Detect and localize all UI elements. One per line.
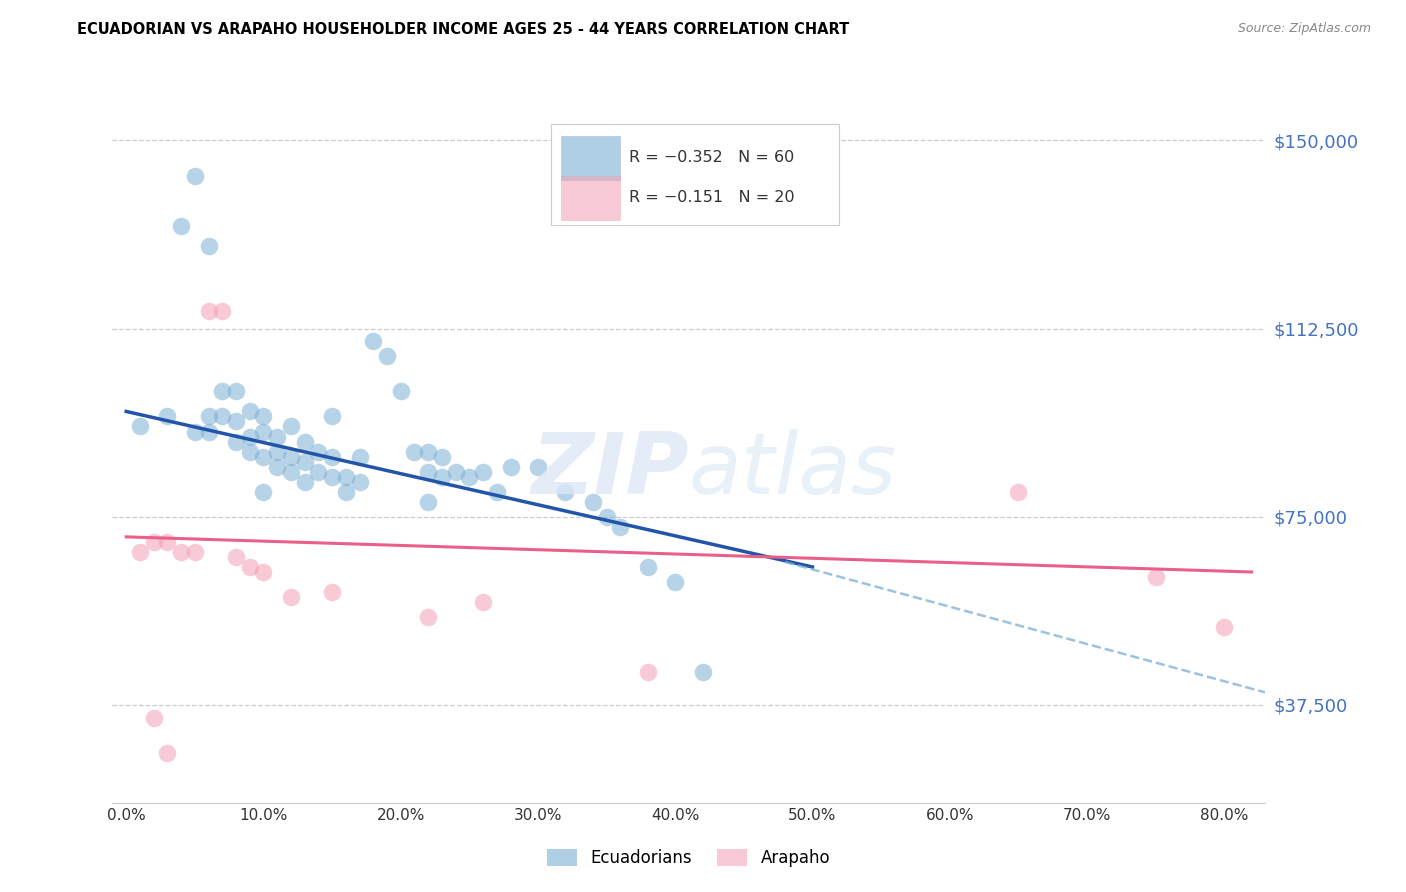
Point	[1007, 484, 1029, 499]
Point	[266, 444, 288, 458]
Point	[225, 384, 247, 399]
Point	[197, 409, 219, 424]
Point	[239, 429, 262, 443]
FancyBboxPatch shape	[561, 176, 620, 219]
Point	[582, 494, 605, 508]
Point	[404, 444, 426, 458]
FancyBboxPatch shape	[551, 124, 839, 225]
Point	[170, 219, 193, 233]
Point	[1144, 570, 1167, 584]
Point	[418, 494, 440, 508]
Point	[252, 450, 274, 464]
Point	[499, 459, 522, 474]
Point	[418, 465, 440, 479]
Point	[239, 404, 262, 418]
Point	[129, 419, 152, 434]
Point	[444, 465, 467, 479]
Point	[184, 169, 207, 183]
Point	[637, 560, 659, 574]
Text: R = −0.151   N = 20: R = −0.151 N = 20	[628, 190, 794, 205]
Point	[321, 450, 343, 464]
Point	[252, 425, 274, 439]
Point	[252, 565, 274, 579]
Point	[156, 534, 179, 549]
Legend: Ecuadorians, Arapaho: Ecuadorians, Arapaho	[541, 842, 837, 874]
Point	[472, 595, 495, 609]
Point	[321, 409, 343, 424]
Point	[239, 444, 262, 458]
Point	[156, 746, 179, 760]
Point	[418, 610, 440, 624]
Point	[211, 409, 233, 424]
Text: R = −0.352   N = 60: R = −0.352 N = 60	[628, 150, 794, 165]
Point	[609, 520, 631, 534]
Point	[225, 414, 247, 428]
Point	[307, 444, 329, 458]
Point	[321, 469, 343, 483]
Point	[280, 465, 302, 479]
Point	[485, 484, 508, 499]
Point	[294, 475, 316, 489]
Point	[239, 560, 262, 574]
Point	[252, 484, 274, 499]
Point	[142, 534, 165, 549]
Point	[361, 334, 384, 348]
Point	[430, 450, 453, 464]
Point	[375, 349, 398, 363]
Point	[197, 304, 219, 318]
Point	[211, 384, 233, 399]
Point	[197, 239, 219, 253]
Point	[349, 450, 371, 464]
Point	[418, 444, 440, 458]
Point	[472, 465, 495, 479]
Point	[142, 710, 165, 724]
Point	[637, 665, 659, 680]
Point	[266, 429, 288, 443]
Point	[252, 409, 274, 424]
Point	[197, 425, 219, 439]
Text: ECUADORIAN VS ARAPAHO HOUSEHOLDER INCOME AGES 25 - 44 YEARS CORRELATION CHART: ECUADORIAN VS ARAPAHO HOUSEHOLDER INCOME…	[77, 22, 849, 37]
Point	[225, 549, 247, 564]
Point	[527, 459, 550, 474]
Point	[335, 484, 357, 499]
FancyBboxPatch shape	[561, 136, 620, 180]
Point	[280, 590, 302, 604]
Point	[335, 469, 357, 483]
Point	[184, 545, 207, 559]
Point	[1213, 620, 1236, 634]
Point	[266, 459, 288, 474]
Point	[321, 585, 343, 599]
Point	[280, 450, 302, 464]
Point	[664, 574, 686, 589]
Point	[595, 509, 617, 524]
Point	[430, 469, 453, 483]
Point	[129, 545, 152, 559]
Point	[307, 465, 329, 479]
Point	[554, 484, 576, 499]
Point	[389, 384, 412, 399]
Text: atlas: atlas	[689, 429, 897, 512]
Point	[692, 665, 714, 680]
Point	[294, 454, 316, 468]
Point	[184, 425, 207, 439]
Point	[156, 409, 179, 424]
Text: ZIP: ZIP	[531, 429, 689, 512]
Point	[280, 419, 302, 434]
Point	[225, 434, 247, 449]
Point	[170, 545, 193, 559]
Point	[349, 475, 371, 489]
Point	[294, 434, 316, 449]
Point	[211, 304, 233, 318]
Text: Source: ZipAtlas.com: Source: ZipAtlas.com	[1237, 22, 1371, 36]
Point	[458, 469, 481, 483]
